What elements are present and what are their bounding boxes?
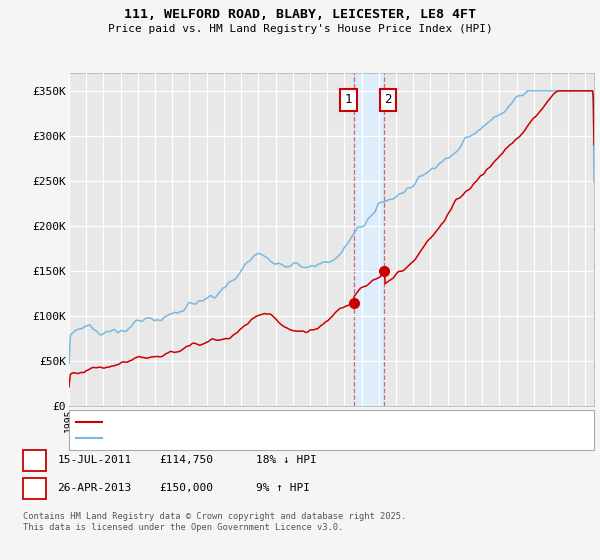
Text: 2: 2 [384, 94, 392, 106]
Text: 111, WELFORD ROAD, BLABY, LEICESTER, LE8 4FT (semi-detached house): 111, WELFORD ROAD, BLABY, LEICESTER, LE8… [107, 417, 494, 427]
Text: HPI: Average price, semi-detached house, Blaby: HPI: Average price, semi-detached house,… [107, 433, 377, 443]
Text: £150,000: £150,000 [160, 483, 214, 493]
Text: 15-JUL-2011: 15-JUL-2011 [58, 455, 132, 465]
Text: 2: 2 [31, 482, 38, 495]
Text: 1: 1 [31, 454, 38, 467]
Text: 26-APR-2013: 26-APR-2013 [58, 483, 132, 493]
Bar [354, 73, 385, 406]
Text: £114,750: £114,750 [160, 455, 214, 465]
Text: Contains HM Land Registry data © Crown copyright and database right 2025.
This d: Contains HM Land Registry data © Crown c… [23, 512, 406, 532]
Text: 1: 1 [345, 94, 352, 106]
Text: Price paid vs. HM Land Registry's House Price Index (HPI): Price paid vs. HM Land Registry's House … [107, 24, 493, 34]
Text: 18% ↓ HPI: 18% ↓ HPI [256, 455, 316, 465]
Text: 9% ↑ HPI: 9% ↑ HPI [256, 483, 310, 493]
Text: 111, WELFORD ROAD, BLABY, LEICESTER, LE8 4FT: 111, WELFORD ROAD, BLABY, LEICESTER, LE8… [124, 8, 476, 21]
